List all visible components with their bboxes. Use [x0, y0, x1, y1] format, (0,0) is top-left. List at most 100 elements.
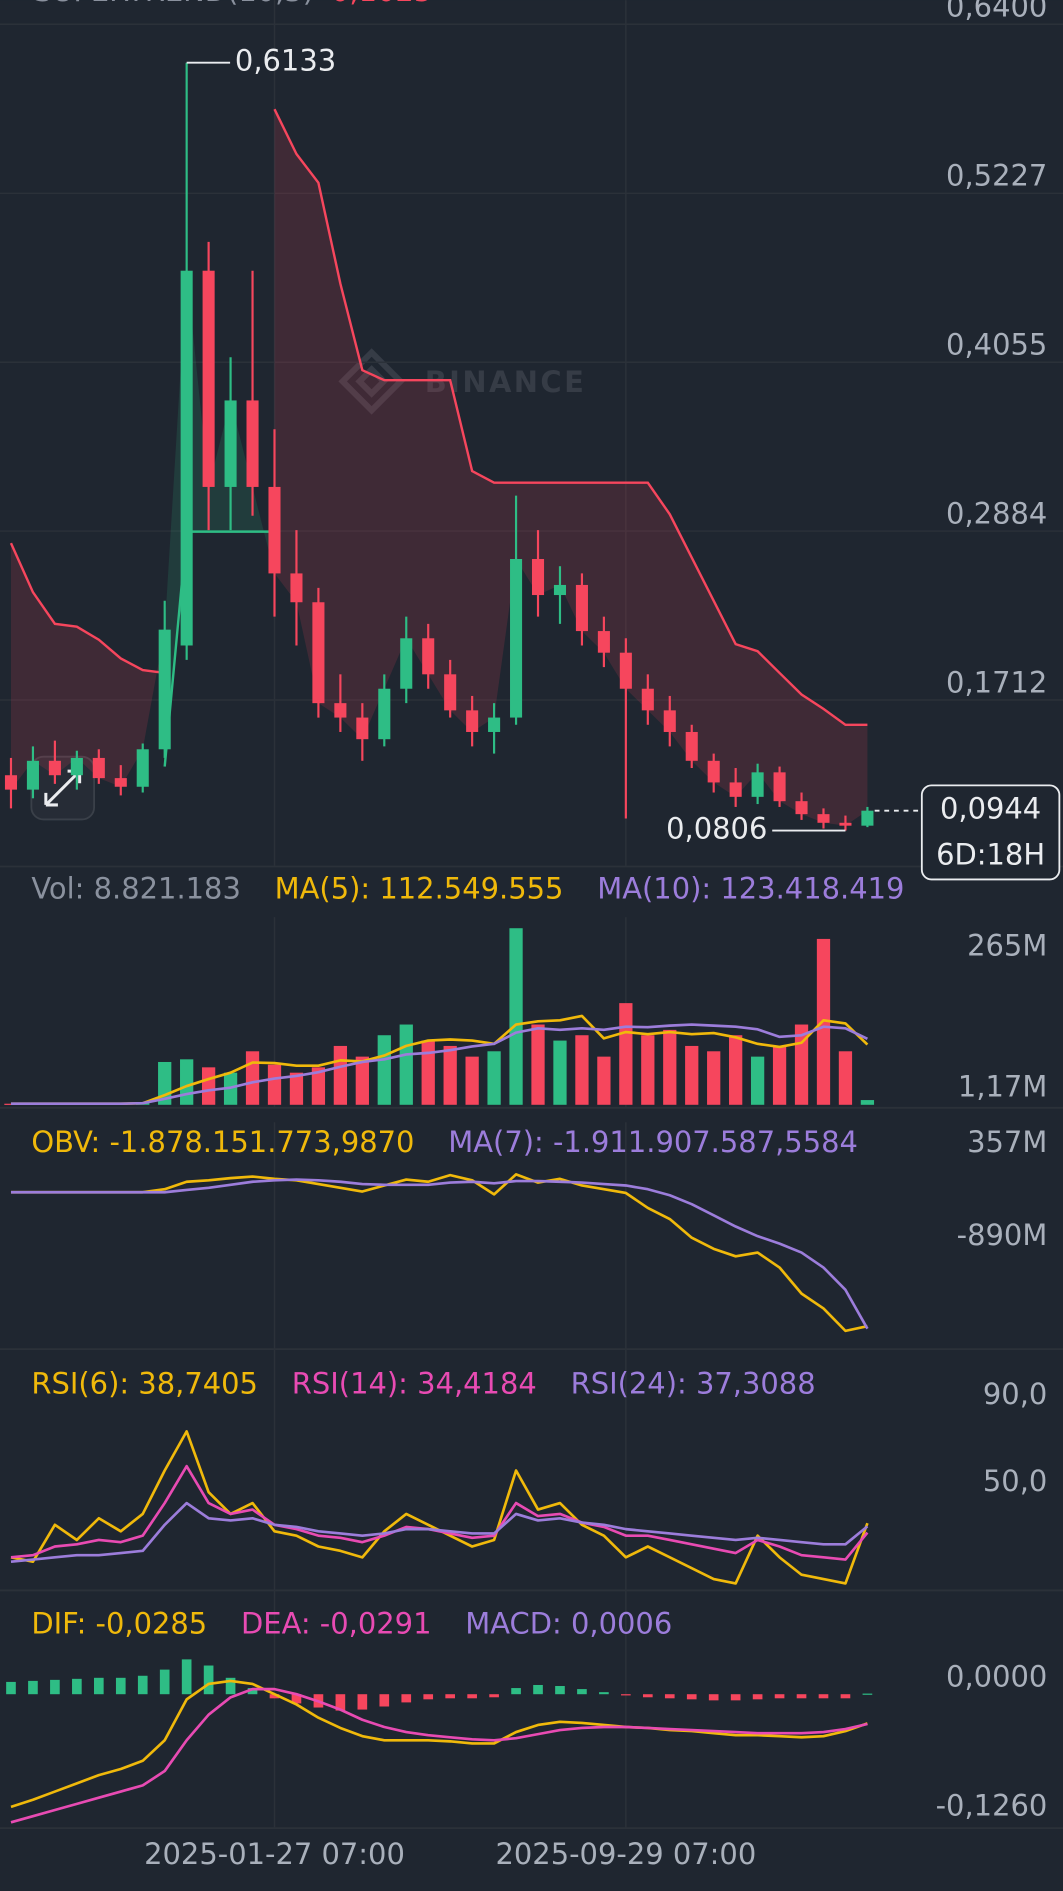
candle-body [70, 757, 83, 776]
candle-body [707, 760, 720, 783]
candle-body [334, 703, 347, 718]
histogram-bar [269, 1694, 280, 1699]
indicator-line [10, 1178, 869, 1330]
histogram-bar [577, 1689, 587, 1695]
histogram-bar [838, 1051, 853, 1105]
candle-body [751, 772, 764, 797]
legend-entry: MACD: 0,0006 [465, 1606, 672, 1640]
candle-body [575, 584, 588, 632]
histogram-bar [774, 1694, 785, 1699]
y-tick-label: 50,0 [983, 1464, 1047, 1498]
high-label: 0,6133 [235, 44, 336, 78]
histogram-bar [357, 1694, 368, 1710]
histogram-bar [115, 1677, 126, 1695]
histogram-bar [423, 1694, 434, 1700]
histogram-bar [245, 1051, 260, 1105]
candle-body [246, 400, 259, 487]
supertrend-fill [10, 543, 165, 790]
legend-entry: RSI(24): 37,3088 [571, 1366, 816, 1400]
histogram-bar [311, 1067, 326, 1105]
indicator-line [10, 1501, 869, 1564]
histogram-bar [267, 1064, 282, 1105]
supertrend-line [9, 108, 868, 727]
legend-entry: Vol: 8.821.183 [31, 872, 241, 906]
y-tick-label: 90,0 [983, 1377, 1047, 1411]
histogram-bar [489, 1694, 499, 1698]
histogram-bar [180, 1059, 194, 1105]
candle-body [26, 760, 39, 790]
legend-entry: RSI(6): 38,7405 [31, 1366, 258, 1400]
histogram-bar [289, 1072, 304, 1105]
histogram-bar [772, 1045, 787, 1105]
histogram-bar [860, 1100, 875, 1105]
y-tick-label: 0,2884 [946, 496, 1047, 530]
histogram-bar [621, 1694, 631, 1696]
candle-body [158, 629, 171, 750]
last-price-label: 0,0944 [940, 792, 1041, 826]
histogram-bar [6, 1681, 16, 1695]
histogram-bar [201, 1067, 216, 1105]
histogram-bar [862, 1693, 873, 1695]
histogram-bar [467, 1694, 477, 1699]
histogram-bar [181, 1659, 192, 1695]
candle-body [356, 717, 369, 740]
candle-body [641, 688, 654, 711]
expand-icon[interactable] [44, 769, 82, 807]
histogram-bar [203, 1665, 214, 1695]
histogram-bar [225, 1677, 236, 1695]
indicator-value: 0,1025 [331, 0, 432, 8]
histogram-bar [401, 1694, 412, 1703]
y-tick-label: 0,5227 [946, 159, 1047, 193]
histogram-bar [377, 1035, 391, 1105]
histogram-bar [487, 1051, 501, 1105]
histogram-bar [355, 1056, 369, 1105]
candle-body [773, 772, 786, 802]
histogram-bar [533, 1684, 543, 1695]
candle-body [400, 638, 413, 689]
histogram-bar [750, 1056, 765, 1105]
y-tick-label: -890M [957, 1218, 1048, 1252]
histogram-bar [664, 1694, 675, 1699]
indicator-line [10, 1023, 868, 1106]
histogram-bar [247, 1688, 258, 1695]
histogram-bar [333, 1045, 348, 1105]
candle-body [180, 270, 193, 646]
candle-body [48, 760, 61, 776]
candle-body [488, 717, 501, 732]
y-tick-label: -0,1260 [936, 1789, 1048, 1823]
y-tick-label: 0,6400 [946, 0, 1047, 24]
candle-body [795, 801, 808, 815]
histogram-bar [421, 1040, 435, 1105]
low-label: 0,0806 [666, 812, 767, 846]
candle-body [4, 775, 18, 790]
legend-entry: RSI(14): 34,4184 [292, 1366, 537, 1400]
x-tick-label: 2025-09-29 07:00 [495, 1837, 756, 1871]
histogram-bar [752, 1694, 763, 1700]
histogram-bar [840, 1694, 851, 1699]
histogram-bar [93, 1677, 104, 1695]
indicator-line [10, 1679, 868, 1809]
candle-body [290, 573, 303, 603]
candle-body [597, 631, 610, 653]
histogram-bar [399, 1024, 413, 1105]
candle-body [312, 602, 325, 704]
histogram-bar [686, 1694, 697, 1700]
candle-body [466, 710, 479, 732]
y-tick-label: 1,17M [958, 1069, 1047, 1103]
histogram-bar [511, 1688, 521, 1695]
y-tick-label: 265M [967, 928, 1047, 962]
histogram-bar [685, 1045, 699, 1105]
histogram-bar [729, 1035, 743, 1105]
candle-body [663, 710, 676, 732]
histogram-bar [335, 1694, 346, 1711]
candle-body [619, 652, 632, 689]
candle-body [202, 270, 215, 487]
histogram-bar [641, 1035, 655, 1105]
histogram-bar [555, 1686, 565, 1695]
histogram-bar [663, 1029, 677, 1105]
candle-body [444, 674, 457, 711]
histogram-bar [818, 1694, 829, 1699]
histogram-bar [708, 1694, 719, 1701]
